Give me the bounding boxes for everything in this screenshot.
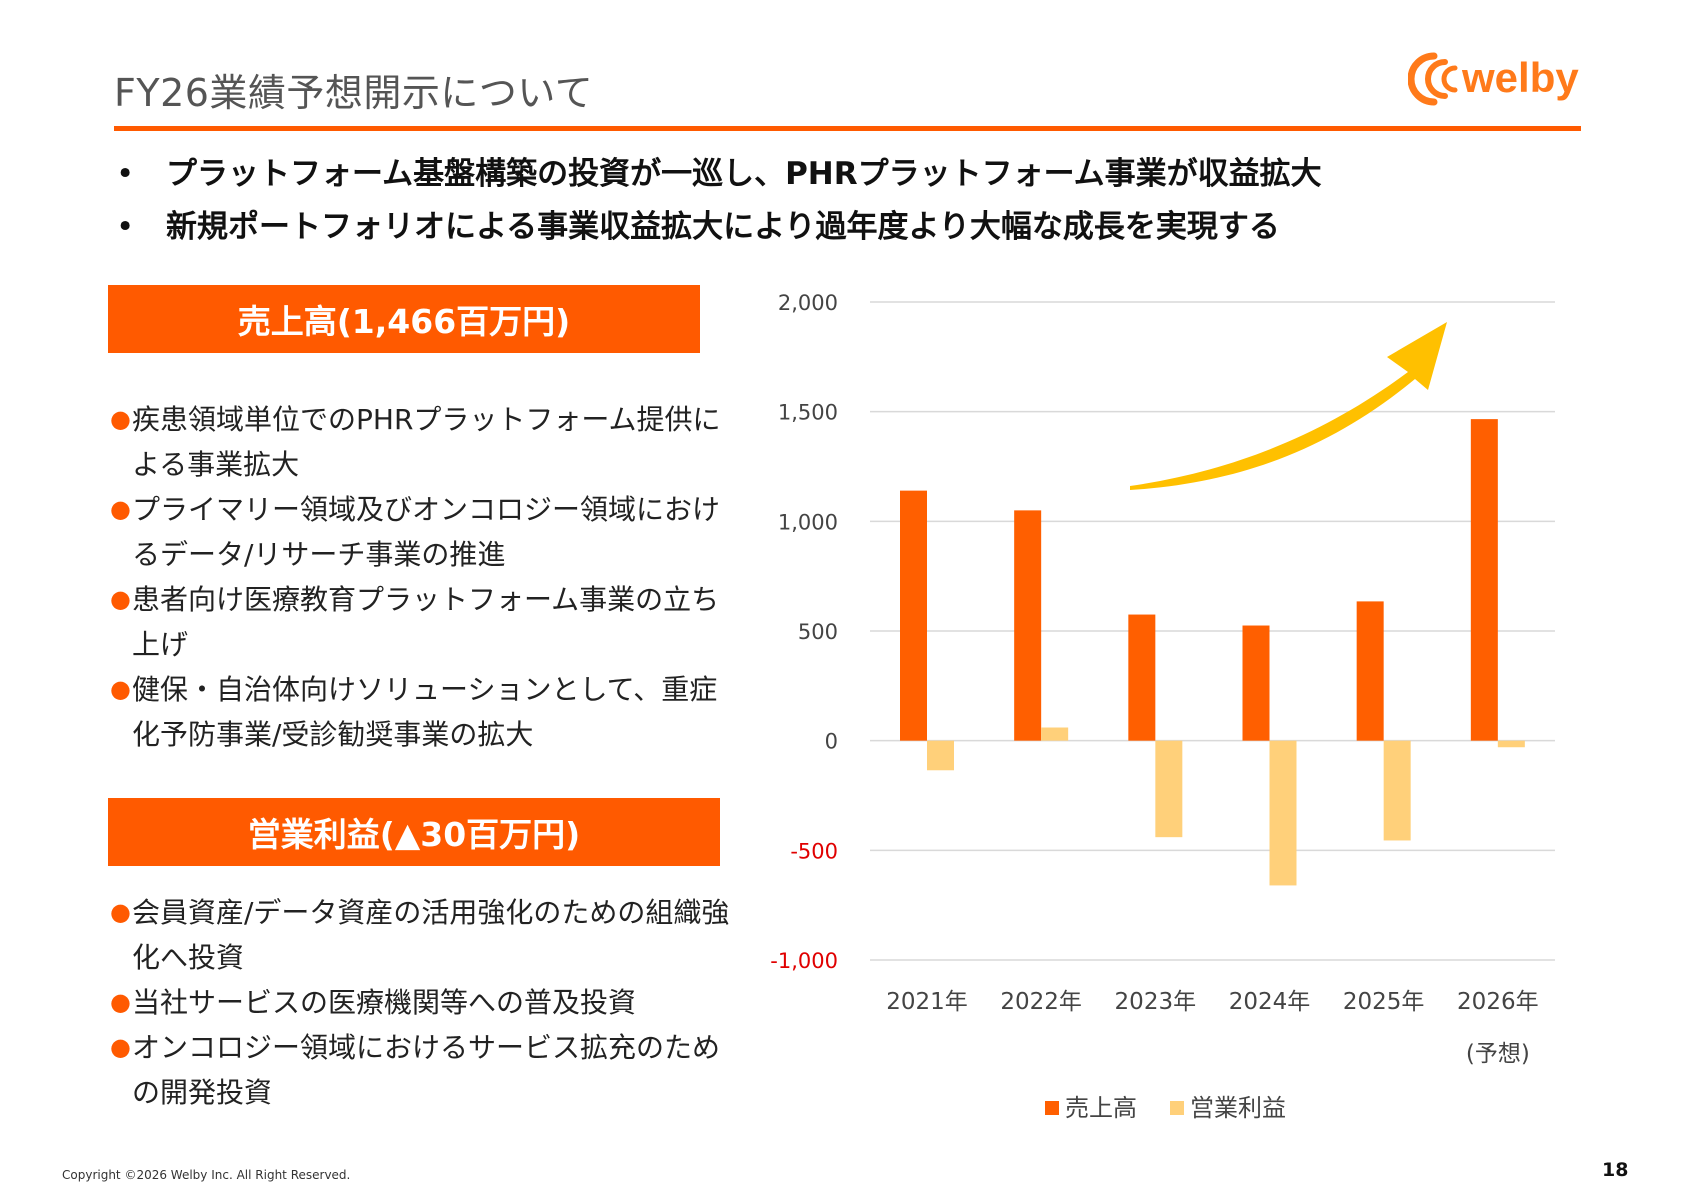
y-tick-label: -1,000 (770, 949, 838, 973)
operating-profit-bar (1383, 740, 1411, 841)
trend-arrow-icon (1130, 322, 1447, 490)
list-item-text: 疾患領域単位でのPHRプラットフォーム提供による事業拡大 (132, 403, 721, 481)
x-tick-label: 2025年 (1343, 989, 1425, 1015)
headline-1: • プラットフォーム基盤構築の投資が一巡し、PHRプラットフォーム事業が収益拡大 (116, 148, 1322, 193)
page-title: FY26業績予想開示について (114, 71, 594, 115)
operating-profit-bar (927, 740, 954, 771)
headline-2: • 新規ポートフォリオによる事業収益拡大により過年度より大幅な成長を実現する (116, 201, 1280, 246)
sales-bar (1128, 614, 1156, 741)
bullet-dot-icon: ● (110, 495, 131, 523)
legend-swatch (1045, 1101, 1059, 1115)
profit-bullet-list: ● 会員資産/データ資産の活用強化のための組織強化へ投資 ● 当社サービスの医療機関… (110, 890, 730, 1115)
y-tick-label: 1,500 (778, 401, 838, 425)
y-tick-label: 1,000 (778, 510, 838, 534)
list-item: ● 会員資産/データ資産の活用強化のための組織強化へ投資 (110, 890, 730, 980)
list-item: ● 疾患領域単位でのPHRプラットフォーム提供による事業拡大 (110, 397, 730, 487)
y-tick-label: -500 (790, 839, 838, 863)
bullet-dot-icon: ● (110, 1033, 131, 1061)
copyright-text: Copyright ©2026 Welby Inc. All Right Res… (62, 1168, 351, 1182)
list-item: ● オンコロジー領域におけるサービス拡充のための開発投資 (110, 1025, 730, 1115)
legend-label: 営業利益 (1190, 1094, 1286, 1122)
logo-text: welby (1461, 54, 1579, 101)
list-item-text: プライマリー領域及びオンコロジー領域におけるデータ/リサーチ事業の推進 (132, 493, 721, 571)
page-number: 18 (1602, 1159, 1629, 1181)
sales-bar (1242, 625, 1270, 741)
operating-profit-bar (1269, 740, 1297, 886)
logo-mark-icon (1408, 52, 1458, 106)
headline-bullet: • (116, 156, 135, 192)
list-item: ● プライマリー領域及びオンコロジー領域におけるデータ/リサーチ事業の推進 (110, 487, 730, 577)
x-tick-label: 2024年 (1229, 989, 1311, 1015)
y-tick-label: 2,000 (778, 291, 838, 315)
profit-section-banner: 営業利益(▲30百万円) (108, 798, 720, 866)
headline-text: 新規ポートフォリオによる事業収益拡大により過年度より大幅な成長を実現する (166, 209, 1280, 245)
list-item: ● 健保・自治体向けソリューションとして、重症化予防事業/受診勧奨事業の拡大 (110, 667, 730, 757)
list-item-text: 患者向け医療教育プラットフォーム事業の立ち上げ (132, 583, 720, 661)
sales-bar (1356, 601, 1384, 741)
list-item: ● 当社サービスの医療機関等への普及投資 (110, 980, 730, 1025)
sales-bar (1014, 510, 1042, 741)
list-item-text: オンコロジー領域におけるサービス拡充のための開発投資 (132, 1031, 721, 1109)
bullet-dot-icon: ● (110, 405, 131, 433)
x-tick-label: 2021年 (886, 989, 968, 1015)
list-item: ● 患者向け医療教育プラットフォーム事業の立ち上げ (110, 577, 730, 667)
x-tick-label: 2022年 (1000, 989, 1082, 1015)
bullet-dot-icon: ● (110, 585, 131, 613)
headline-text: プラットフォーム基盤構築の投資が一巡し、PHRプラットフォーム事業が収益拡大 (166, 156, 1322, 192)
bullet-dot-icon: ● (110, 988, 131, 1016)
sales-bar (1470, 419, 1498, 741)
sales-section-banner: 売上高(1,466百万円) (108, 285, 700, 353)
list-item-text: 健保・自治体向けソリューションとして、重症化予防事業/受診勧奨事業の拡大 (132, 673, 718, 751)
bullet-dot-icon: ● (110, 675, 131, 703)
sales-bar (900, 490, 927, 741)
x-tick-label: 2026年 (1457, 989, 1539, 1015)
y-tick-label: 0 (825, 730, 838, 754)
list-item-text: 当社サービスの医療機関等への普及投資 (132, 986, 637, 1019)
title-divider (114, 126, 1581, 131)
legend-label: 売上高 (1065, 1094, 1137, 1122)
legend-swatch (1170, 1101, 1184, 1115)
sales-bullet-list: ● 疾患領域単位でのPHRプラットフォーム提供による事業拡大 ● プライマリー領域及… (110, 397, 730, 757)
operating-profit-bar (1041, 727, 1069, 741)
operating-profit-bar (1155, 740, 1183, 838)
list-item-text: 会員資産/データ資産の活用強化のための組織強化へ投資 (132, 896, 730, 974)
x-tick-label: 2023年 (1115, 989, 1197, 1015)
bullet-dot-icon: ● (110, 898, 131, 926)
y-tick-label: 500 (798, 620, 838, 644)
operating-profit-bar (1497, 740, 1525, 748)
x-tick-sublabel: (予想) (1466, 1041, 1530, 1067)
headline-bullet: • (116, 209, 135, 245)
welby-logo: welby (1408, 52, 1579, 106)
